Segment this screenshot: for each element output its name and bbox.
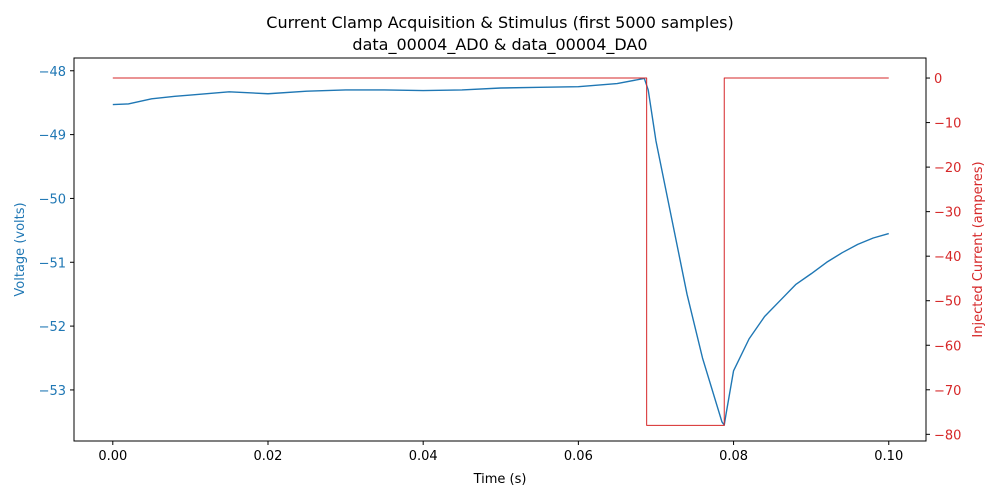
right-y-tick-label: −80 — [934, 428, 961, 443]
x-axis-label: Time (s) — [473, 472, 527, 487]
left-y-tick-label: −48 — [39, 65, 66, 80]
plot-area — [112, 77, 889, 426]
right-y-tick-label: 0 — [934, 72, 942, 87]
left-y-tick-label: −49 — [39, 129, 66, 144]
right-y-tick-label: −70 — [934, 384, 961, 399]
x-tick-label: 0.08 — [719, 449, 748, 464]
left-y-tick-label: −51 — [39, 256, 66, 271]
axes-frame — [73, 57, 927, 442]
left-y-tick-label: −53 — [39, 384, 66, 399]
voltage-series-line — [112, 77, 889, 426]
right-y-tick-label: −30 — [934, 206, 961, 221]
current-series-line — [112, 77, 889, 426]
x-tick-label: 0.06 — [564, 449, 593, 464]
x-tick-label: 0.10 — [874, 449, 903, 464]
right-y-tick-label: −50 — [934, 295, 961, 310]
left-y-tick-label: −50 — [39, 192, 66, 207]
right-y-tick-label: −40 — [934, 250, 961, 265]
right-y-tick-label: −20 — [934, 161, 961, 176]
right-y-axis-label: Injected Current (amperes) — [971, 161, 986, 337]
chart-title-line1: Current Clamp Acquisition & Stimulus (fi… — [266, 13, 733, 32]
x-tick-label: 0.00 — [98, 449, 127, 464]
x-tick-label: 0.02 — [254, 449, 283, 464]
x-axis: 0.00 0.02 0.04 0.06 0.08 0.10 — [98, 441, 903, 464]
right-y-tick-label: −60 — [934, 339, 961, 354]
right-y-axis: 0 −10 −20 −30 −40 −50 −60 −70 −80 — [926, 72, 961, 443]
left-y-axis: −48 −49 −50 −51 −52 −53 — [39, 65, 74, 399]
x-tick-label: 0.04 — [409, 449, 438, 464]
left-y-axis-label: Voltage (volts) — [13, 202, 28, 296]
left-y-tick-label: −52 — [39, 320, 66, 335]
chart-title-line2: data_00004_AD0 & data_00004_DA0 — [352, 35, 647, 55]
right-y-tick-label: −10 — [934, 117, 961, 132]
